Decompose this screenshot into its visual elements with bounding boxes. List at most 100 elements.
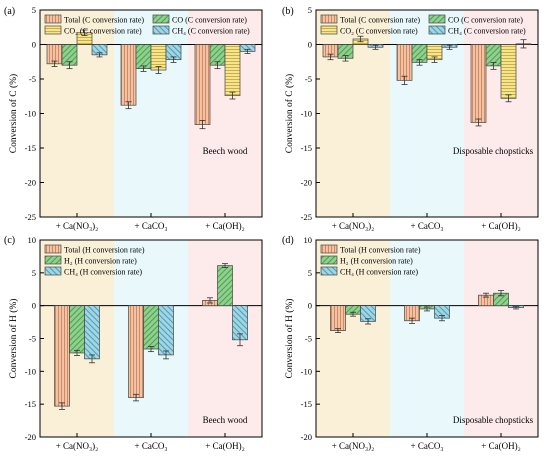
x-tick-label: + Ca(NO₃)₂ [56, 441, 99, 451]
x-tick-label: + CaCO₃ [135, 221, 168, 231]
y-tick-label: -20 [301, 432, 312, 442]
bar-total [470, 44, 487, 123]
y-tick-label: -15 [301, 143, 312, 153]
legend-swatch-h2 [320, 255, 338, 265]
y-tick-label: 0 [308, 301, 312, 311]
y-tick-label: -5 [305, 334, 312, 344]
legend-label-ch4: CH₄ (C conversion rate) [448, 27, 526, 36]
y-axis-label: Conversion of H (%) [284, 299, 295, 379]
y-tick-label: 5 [32, 5, 36, 15]
y-tick-label: -5 [29, 74, 36, 84]
legend-swatch-total [320, 14, 338, 24]
panel-label: (d) [282, 235, 294, 246]
y-tick-label: -20 [301, 178, 312, 188]
legend-label-total: Total (H conversion rate) [64, 246, 145, 255]
legend-swatch-co2 [320, 25, 338, 35]
x-tick-label: + Ca(NO₃)₂ [332, 221, 375, 231]
legend-label-co: CO (C conversion rate) [448, 16, 523, 25]
legend-label-total: Total (C conversion rate) [64, 16, 144, 25]
x-tick-label: + Ca(OH)₂ [481, 441, 520, 451]
legend-swatch-co [428, 14, 446, 24]
legend-swatch-ch4 [428, 25, 446, 35]
annotation-text: Beech wood [203, 146, 248, 156]
chart-panel-a: 5 0 -5 -10 -15 -20 -25 Conversion of C (%) + Ca(… [4, 5, 263, 231]
y-tick-label: 0 [32, 40, 36, 50]
bar-h2 [143, 305, 159, 350]
y-tick-label: -10 [25, 109, 36, 119]
panel-label: (c) [4, 235, 15, 246]
legend-swatch-total [320, 244, 338, 254]
y-tick-label: 5 [308, 5, 312, 15]
legend-swatch-co2 [44, 25, 62, 35]
category-band [464, 240, 538, 437]
legend-label-h2: H₂ (H conversion rate) [64, 257, 137, 266]
y-axis-label: Conversion of C (%) [284, 74, 295, 153]
x-tick-label: + CaCO₃ [411, 441, 444, 451]
legend-swatch-h2 [44, 255, 62, 265]
y-axis-label: Conversion of H (%) [8, 299, 19, 379]
y-tick-label: -5 [305, 74, 312, 84]
category-band [390, 240, 464, 437]
legend-label-co2: CO₂ (C conversion rate) [340, 27, 418, 36]
y-tick-label: -10 [301, 109, 312, 119]
legend-label-ch4: CH₄ (H conversion rate) [340, 268, 418, 277]
y-tick-label: -25 [25, 212, 36, 222]
legend-swatch-co [152, 14, 170, 24]
chart-panel-d: 10 5 0 -5 -10 -15 -20 Conversion of H (%) + Ca(N… [282, 235, 539, 451]
legend-label-co: CO (C conversion rate) [172, 16, 247, 25]
x-tick-label: + Ca(OH)₂ [205, 441, 244, 451]
bar-co [135, 44, 152, 69]
annotation-text: Disposable chopsticks [453, 146, 534, 156]
y-tick-label: -15 [25, 143, 36, 153]
y-axis-label: Conversion of C (%) [8, 74, 19, 153]
y-tick-label: 0 [308, 40, 312, 50]
legend-label-total: Total (C conversion rate) [340, 16, 420, 25]
legend-label-co2: CO₂ (C conversion rate) [64, 27, 142, 36]
legend-swatch-ch4 [152, 25, 170, 35]
annotation-text: Disposable chopsticks [453, 415, 534, 425]
legend-swatch-ch4 [44, 266, 62, 276]
y-tick-label: -10 [25, 366, 36, 376]
bar-h2 [69, 305, 85, 354]
category-band [390, 10, 464, 217]
category-band [114, 10, 188, 217]
bar-total [396, 44, 413, 81]
y-tick-label: -10 [301, 366, 312, 376]
y-tick-label: 5 [308, 268, 312, 278]
bar-co2 [500, 44, 517, 99]
chart-panel-b: 5 0 -5 -10 -15 -20 -25 Conversion of C (%) + Ca(… [282, 5, 539, 231]
bar-ch4 [84, 305, 100, 360]
bar-total [330, 305, 346, 331]
legend-label-ch4: CH₄ (C conversion rate) [172, 27, 250, 36]
bar-total [120, 44, 137, 106]
x-tick-label: + CaCO₃ [411, 221, 444, 231]
y-tick-label: -20 [25, 432, 36, 442]
y-tick-label: -5 [29, 334, 36, 344]
chart-panel-c: 10 5 0 -5 -10 -15 -20 Conversion of H (%) + Ca(N… [4, 235, 263, 451]
y-tick-label: -15 [25, 399, 36, 409]
y-tick-label: -15 [301, 399, 312, 409]
y-tick-label: 10 [304, 235, 313, 245]
y-tick-label: 10 [28, 235, 37, 245]
legend-label-h2: H₂ (H conversion rate) [340, 257, 413, 266]
bar-h2 [217, 265, 233, 307]
panel-label: (b) [282, 6, 294, 17]
legend-swatch-ch4 [320, 266, 338, 276]
x-tick-label: + CaCO₃ [135, 441, 168, 451]
bar-total [54, 305, 70, 407]
bar-total [194, 44, 211, 125]
bar-total [128, 305, 144, 398]
x-tick-label: + Ca(OH)₂ [481, 221, 520, 231]
y-tick-label: 0 [32, 301, 36, 311]
y-tick-label: -25 [301, 212, 312, 222]
bar-ch4 [158, 305, 174, 356]
panel-label: (a) [4, 6, 15, 17]
x-tick-label: + Ca(NO₃)₂ [56, 221, 99, 231]
legend-label-ch4: CH₄ (H conversion rate) [64, 268, 142, 277]
legend-label-total: Total (H conversion rate) [340, 246, 421, 255]
legend-swatch-total [44, 244, 62, 254]
annotation-text: Beech wood [203, 415, 248, 425]
x-tick-label: + Ca(NO₃)₂ [332, 441, 375, 451]
bar-co2 [224, 44, 241, 96]
